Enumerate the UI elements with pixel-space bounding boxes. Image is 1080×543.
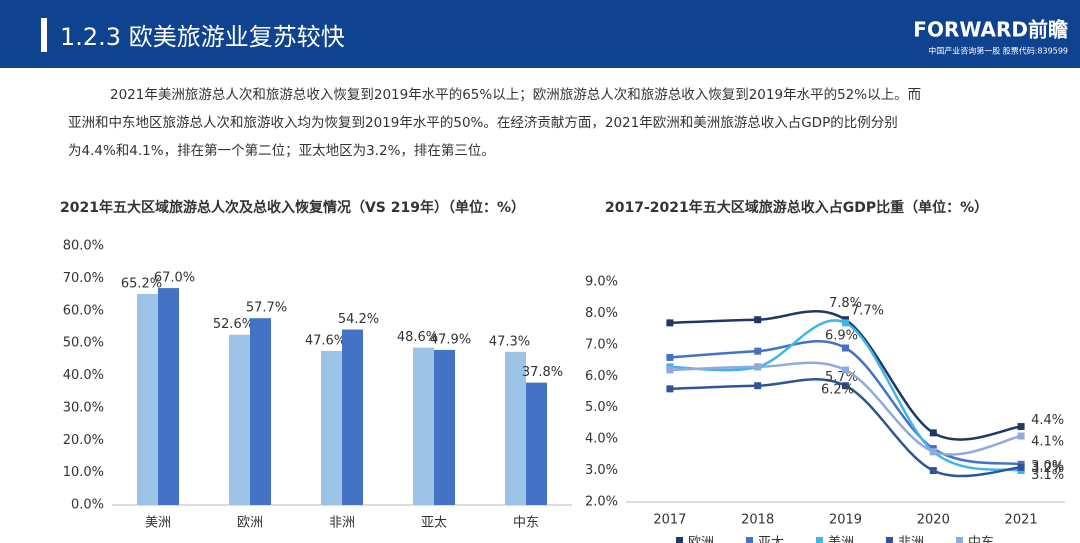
point <box>754 363 762 371</box>
data-label: 48.6% <box>397 330 438 345</box>
data-label: 6.2% <box>821 383 854 398</box>
y-tick-label: 7.0% <box>585 337 618 352</box>
legend-swatch <box>956 537 963 543</box>
x-tick-label: 2018 <box>741 513 774 528</box>
legend-label: 中东 <box>968 536 994 543</box>
legend-label: 欧洲 <box>688 536 714 543</box>
header-accent <box>41 18 47 52</box>
point <box>842 366 849 374</box>
point <box>929 448 937 456</box>
point <box>666 353 674 361</box>
x-tick-label: 中东 <box>513 516 539 531</box>
data-label: 47.6% <box>305 333 346 348</box>
bar <box>505 351 526 505</box>
legend-swatch <box>746 537 753 543</box>
x-tick-label: 2019 <box>829 513 862 528</box>
data-label: 54.2% <box>338 312 379 327</box>
bar <box>158 288 179 505</box>
legend-label: 美洲 <box>828 536 854 543</box>
data-label: 3.0% <box>1031 459 1064 474</box>
y-tick-label: 6.0% <box>585 369 618 384</box>
data-label: 47.9% <box>430 332 471 347</box>
y-tick-label: 40.0% <box>63 368 104 383</box>
header-title: 1.2.3 欧美旅游业复苏较快 <box>60 23 345 51</box>
point <box>1017 423 1025 431</box>
y-tick-label: 4.0% <box>585 432 618 447</box>
point <box>754 347 762 355</box>
bar <box>434 349 455 505</box>
data-label: 67.0% <box>154 271 195 286</box>
bar <box>413 347 434 505</box>
y-tick-label: 30.0% <box>63 400 104 415</box>
y-tick-label: 80.0% <box>63 239 104 254</box>
header-bar <box>0 0 1080 68</box>
logo: FORWARD前瞻 <box>913 18 1068 42</box>
x-tick-label: 欧洲 <box>237 516 263 531</box>
bar <box>342 329 363 505</box>
bar <box>321 350 342 505</box>
y-tick-label: 70.0% <box>63 271 104 286</box>
y-tick-label: 2.0% <box>585 495 618 510</box>
point <box>666 385 674 393</box>
bar <box>250 318 271 505</box>
point <box>1017 463 1025 471</box>
data-label: 7.7% <box>851 303 884 318</box>
point <box>929 429 937 437</box>
x-tick-label: 2021 <box>1005 513 1038 528</box>
y-tick-label: 5.0% <box>585 400 618 415</box>
y-tick-label: 9.0% <box>585 275 618 290</box>
data-label: 3.2% <box>1031 461 1064 476</box>
data-label: 47.3% <box>489 334 530 349</box>
y-tick-label: 3.0% <box>585 463 618 478</box>
data-label: 52.6% <box>213 317 254 332</box>
x-tick-label: 亚太 <box>421 516 447 531</box>
chart-title: 2017-2021年五大区域旅游总收入占GDP比重（单位：%） <box>605 199 988 216</box>
x-tick-label: 非洲 <box>329 516 355 531</box>
bar <box>526 382 547 505</box>
logo-subtitle: 中国产业咨询第一股 股票代码:839599 <box>928 46 1068 56</box>
y-tick-label: 50.0% <box>63 336 104 351</box>
point <box>666 366 674 374</box>
legend-label: 亚太 <box>758 536 784 543</box>
y-tick-label: 60.0% <box>63 303 104 318</box>
data-label: 5.7% <box>825 370 858 385</box>
point <box>929 467 937 475</box>
paragraph-line: 2021年美洲旅游总人次和旅游总收入恢复到2019年水平的65%以上；欧洲旅游总… <box>110 86 921 103</box>
point <box>754 316 762 324</box>
legend-label: 非洲 <box>898 536 924 543</box>
bar <box>137 293 158 505</box>
y-tick-label: 0.0% <box>71 498 104 513</box>
line <box>669 339 1022 466</box>
data-label: 7.8% <box>829 296 862 311</box>
data-label: 4.4% <box>1031 413 1064 428</box>
legend-swatch <box>886 537 893 543</box>
data-label: 57.7% <box>246 301 287 316</box>
y-tick-label: 10.0% <box>63 465 104 480</box>
legend-swatch <box>676 537 683 543</box>
y-tick-label: 8.0% <box>585 306 618 321</box>
bar <box>229 334 250 505</box>
paragraph-line: 亚洲和中东地区旅游总人次和旅游收入均为恢复到2019年水平的50%。在经济贡献方… <box>68 114 898 131</box>
point <box>842 382 849 390</box>
data-label: 6.9% <box>825 329 858 344</box>
point <box>1017 432 1025 440</box>
point <box>842 319 849 327</box>
x-tick-label: 2017 <box>653 513 686 528</box>
point <box>666 319 674 327</box>
point <box>842 344 849 352</box>
chart-title: 2021年五大区域旅游总人次及总收入恢复情况（VS 219年）（单位：%） <box>60 199 525 216</box>
x-tick-label: 2020 <box>917 513 950 528</box>
paragraph-line: 为4.4%和4.1%，排在第一个第二位；亚太地区为3.2%，排在第三位。 <box>68 142 495 159</box>
x-tick-label: 美洲 <box>145 516 171 531</box>
data-label: 4.1% <box>1031 435 1064 450</box>
data-label: 65.2% <box>121 276 162 291</box>
point <box>754 382 762 390</box>
data-label: 3.1% <box>1031 468 1064 483</box>
legend-swatch <box>816 537 823 543</box>
data-label: 37.8% <box>522 365 563 380</box>
y-tick-label: 20.0% <box>63 433 104 448</box>
